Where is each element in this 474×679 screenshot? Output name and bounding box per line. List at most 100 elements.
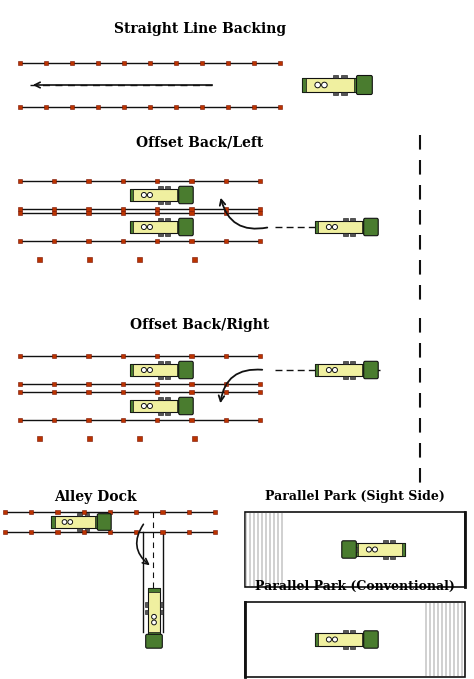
FancyBboxPatch shape	[97, 514, 111, 530]
Bar	[356, 81, 360, 88]
Bar	[200, 105, 204, 109]
Bar	[157, 397, 163, 399]
Circle shape	[147, 367, 153, 373]
Bar	[178, 403, 182, 409]
Bar	[265, 513, 267, 586]
Bar	[155, 239, 159, 243]
Bar	[155, 207, 159, 211]
Bar	[269, 513, 272, 586]
Bar	[121, 239, 125, 243]
Bar	[257, 513, 259, 586]
Bar	[433, 603, 436, 676]
Bar	[362, 363, 365, 376]
Bar	[224, 239, 228, 243]
Bar	[249, 513, 252, 586]
Bar	[281, 513, 283, 586]
Bar	[70, 105, 74, 109]
Circle shape	[327, 367, 331, 373]
Bar	[165, 361, 170, 363]
Bar	[350, 630, 355, 633]
Bar	[86, 390, 91, 394]
Bar	[278, 105, 282, 109]
Bar	[333, 92, 338, 96]
Bar	[350, 234, 355, 236]
Bar	[95, 516, 99, 528]
Bar	[355, 543, 405, 556]
Bar	[189, 354, 193, 358]
Bar	[108, 530, 112, 534]
Bar	[52, 179, 56, 183]
Bar	[130, 221, 180, 234]
Bar	[302, 78, 306, 92]
Bar	[145, 610, 148, 614]
Bar	[343, 218, 347, 221]
Bar	[302, 78, 358, 92]
Bar	[160, 602, 163, 607]
Bar	[148, 588, 160, 636]
Bar	[3, 510, 7, 514]
Bar	[226, 105, 230, 109]
Bar	[130, 363, 133, 376]
Bar	[130, 363, 180, 376]
Bar	[86, 179, 91, 183]
Bar	[157, 376, 163, 380]
Bar	[315, 221, 365, 234]
Bar	[383, 556, 388, 559]
Bar	[165, 234, 170, 236]
Bar	[86, 418, 91, 422]
Bar	[224, 211, 228, 215]
Bar	[363, 224, 367, 230]
Bar	[52, 239, 56, 243]
Bar	[341, 92, 347, 96]
Bar	[258, 207, 262, 211]
Bar	[97, 519, 100, 525]
Bar	[165, 202, 170, 204]
Bar	[96, 105, 100, 109]
Bar	[165, 376, 170, 380]
Text: Offset Back/Right: Offset Back/Right	[130, 318, 270, 332]
Bar	[353, 547, 357, 553]
Bar	[121, 418, 125, 422]
Bar	[224, 382, 228, 386]
Bar	[108, 510, 112, 514]
Bar	[151, 634, 157, 637]
Bar	[18, 211, 22, 215]
Bar	[137, 257, 143, 262]
Bar	[425, 603, 428, 676]
Bar	[362, 633, 365, 646]
FancyBboxPatch shape	[179, 186, 193, 204]
Circle shape	[141, 192, 146, 198]
Bar	[88, 257, 92, 262]
Bar	[82, 530, 86, 534]
Bar	[134, 530, 138, 534]
Bar	[224, 179, 228, 183]
Bar	[86, 211, 91, 215]
Bar	[315, 633, 319, 646]
Bar	[155, 211, 159, 215]
Bar	[130, 189, 180, 202]
Bar	[121, 390, 125, 394]
Bar	[261, 513, 264, 586]
Bar	[155, 390, 159, 394]
Bar	[121, 179, 125, 183]
Bar	[77, 513, 82, 516]
Circle shape	[141, 403, 146, 409]
Bar	[350, 646, 355, 649]
Bar	[51, 516, 55, 528]
FancyBboxPatch shape	[179, 361, 193, 379]
Bar	[52, 207, 56, 211]
Bar	[86, 207, 91, 211]
Bar	[315, 363, 365, 376]
Bar	[177, 363, 180, 376]
Bar	[189, 207, 193, 211]
Text: Alley Dock: Alley Dock	[54, 490, 137, 504]
Bar	[192, 257, 198, 262]
Circle shape	[152, 614, 156, 619]
Circle shape	[373, 547, 377, 552]
Bar	[333, 75, 338, 78]
Circle shape	[141, 367, 146, 373]
Bar	[429, 603, 431, 676]
Bar	[390, 556, 395, 559]
Bar	[315, 633, 365, 646]
Bar	[383, 540, 388, 543]
